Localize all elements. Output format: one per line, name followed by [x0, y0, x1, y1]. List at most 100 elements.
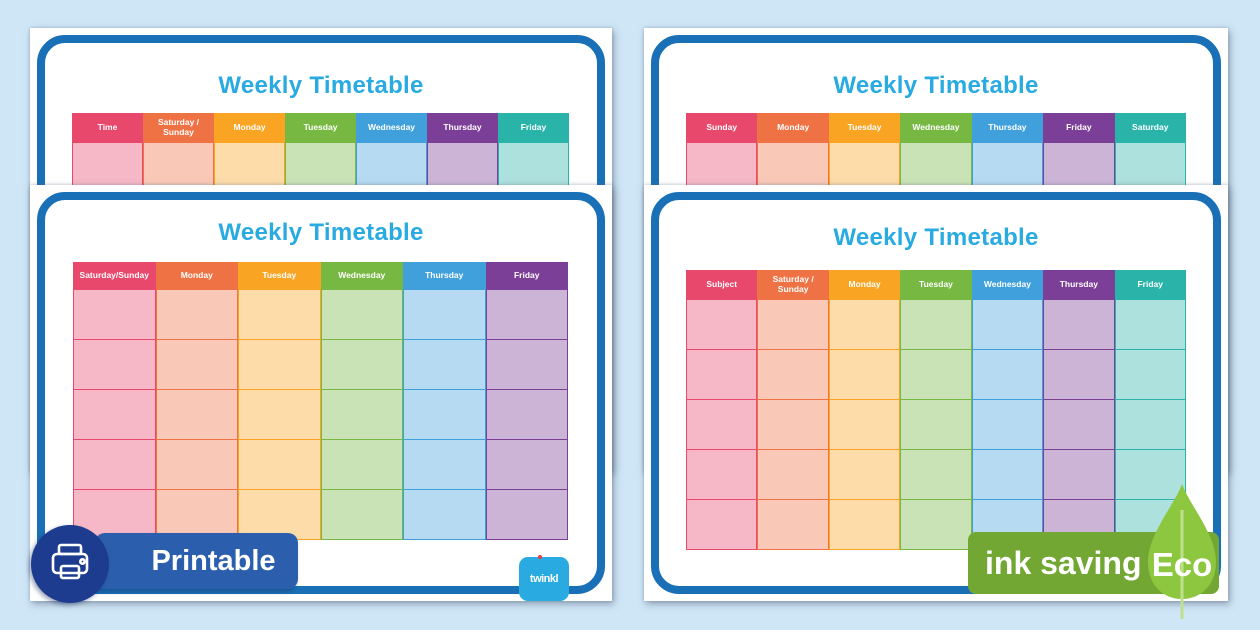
- day-header-cell: Wednesday: [321, 263, 402, 289]
- day-column: Saturday/Sunday: [73, 262, 156, 540]
- timetable-empty-cell: [156, 389, 237, 439]
- timetable-empty-cell: [758, 399, 828, 449]
- day-column: Wednesday: [971, 270, 1044, 550]
- timetable-empty-cell: [73, 142, 142, 191]
- day-column: Tuesday: [900, 270, 972, 550]
- eco-leaf-icon: [1148, 484, 1216, 619]
- timetable-empty-cell: [428, 142, 497, 191]
- timetable-empty-cell: [901, 499, 971, 549]
- timetable-empty-cell: [499, 142, 568, 191]
- timetable-empty-cell: [972, 299, 1043, 349]
- card-title: Weekly Timetable: [218, 219, 424, 246]
- day-header-cell: Tuesday: [829, 114, 900, 142]
- timetable-empty-cell: [486, 289, 567, 339]
- day-column: Thursday: [1043, 270, 1115, 550]
- timetable-grid: Saturday/Sunday Monday Tuesday Wednesday Thu…: [73, 262, 568, 540]
- timetable-empty-cell: [1044, 349, 1114, 399]
- timetable-empty-cell: [239, 439, 320, 489]
- day-header-cell: Saturday / Sunday: [758, 271, 828, 299]
- timetable-card-weekend: Weekly Timetable Saturday/Sunday Monday Tu…: [30, 185, 612, 601]
- day-header-cell: Wednesday: [901, 114, 971, 142]
- timetable-empty-cell: [321, 339, 402, 389]
- day-header-cell: Thursday: [404, 263, 485, 289]
- day-column: Monday: [155, 262, 238, 540]
- day-header-cell: Monday: [156, 263, 237, 289]
- day-header-cell: Thursday: [972, 114, 1043, 142]
- day-header-cell: Thursday: [428, 114, 497, 142]
- timetable-empty-cell: [74, 389, 155, 439]
- timetable-empty-cell: [1115, 299, 1185, 349]
- timetable-empty-cell: [239, 289, 320, 339]
- day-header-cell: Tuesday: [239, 263, 320, 289]
- timetable-empty-cell: [829, 299, 900, 349]
- timetable-empty-cell: [829, 449, 900, 499]
- timetable-empty-cell: [404, 339, 485, 389]
- timetable-empty-cell: [156, 489, 237, 539]
- timetable-empty-cell: [156, 289, 237, 339]
- timetable-empty-cell: [321, 289, 402, 339]
- timetable-empty-cell: [404, 439, 485, 489]
- day-header-cell: Tuesday: [901, 271, 971, 299]
- day-header-cell: Friday: [499, 114, 568, 142]
- timetable-empty-cell: [404, 489, 485, 539]
- timetable-empty-cell: [758, 349, 828, 399]
- day-header-cell: Friday: [1115, 271, 1185, 299]
- timetable-empty-cell: [144, 142, 213, 191]
- timetable-empty-cell: [486, 489, 567, 539]
- day-column: Tuesday: [238, 262, 321, 540]
- day-column: Wednesday: [320, 262, 403, 540]
- timetable-empty-cell: [1115, 142, 1185, 191]
- ink-saving-label: ink saving: [985, 545, 1142, 581]
- logo-dot-icon: [538, 555, 542, 559]
- day-header-cell: Time: [73, 114, 142, 142]
- timetable-empty-cell: [687, 399, 757, 449]
- printable-icon-circle: [31, 525, 109, 603]
- day-column: Monday: [828, 270, 901, 550]
- timetable-empty-cell: [286, 142, 355, 191]
- day-header-cell: Sunday: [687, 114, 757, 142]
- timetable-empty-cell: [486, 389, 567, 439]
- day-header-cell: Wednesday: [972, 271, 1043, 299]
- day-column: Friday: [485, 262, 568, 540]
- timetable-empty-cell: [486, 439, 567, 489]
- timetable-empty-cell: [1115, 399, 1185, 449]
- day-header-cell: Thursday: [1044, 271, 1114, 299]
- timetable-empty-cell: [829, 349, 900, 399]
- day-header-cell: Friday: [486, 263, 567, 289]
- printer-icon: [51, 543, 89, 580]
- timetable-empty-cell: [901, 399, 971, 449]
- timetable-empty-cell: [972, 349, 1043, 399]
- timetable-empty-cell: [156, 339, 237, 389]
- timetable-empty-cell: [829, 142, 900, 191]
- timetable-empty-cell: [486, 339, 567, 389]
- timetable-empty-cell: [687, 299, 757, 349]
- timetable-empty-cell: [239, 489, 320, 539]
- timetable-empty-cell: [357, 142, 426, 191]
- timetable-empty-cell: [972, 142, 1043, 191]
- timetable-empty-cell: [74, 439, 155, 489]
- day-column: Thursday: [403, 262, 486, 540]
- day-header-cell: Monday: [829, 271, 900, 299]
- timetable-empty-cell: [687, 449, 757, 499]
- timetable-empty-cell: [404, 389, 485, 439]
- timetable-empty-cell: [901, 449, 971, 499]
- day-header-cell: Subject: [687, 271, 757, 299]
- twinkl-logo-tab: twinkl: [519, 555, 569, 601]
- timetable-empty-cell: [687, 142, 757, 191]
- day-header-cell: Friday: [1044, 114, 1114, 142]
- timetable-grid: Subject Saturday / Sunday Monday Tuesday Wed…: [686, 270, 1186, 550]
- twinkl-logo: twinkl: [529, 573, 559, 585]
- card-title: Weekly Timetable: [218, 72, 424, 99]
- timetable-empty-cell: [901, 349, 971, 399]
- timetable-empty-cell: [972, 449, 1043, 499]
- day-header-cell: Saturday/Sunday: [74, 263, 155, 289]
- card-title: Weekly Timetable: [833, 224, 1039, 251]
- timetable-empty-cell: [1115, 349, 1185, 399]
- timetable-empty-cell: [74, 339, 155, 389]
- timetable-empty-cell: [1044, 142, 1114, 191]
- timetable-empty-cell: [239, 339, 320, 389]
- day-header-cell: Tuesday: [286, 114, 355, 142]
- day-header-cell: Wednesday: [357, 114, 426, 142]
- timetable-empty-cell: [687, 349, 757, 399]
